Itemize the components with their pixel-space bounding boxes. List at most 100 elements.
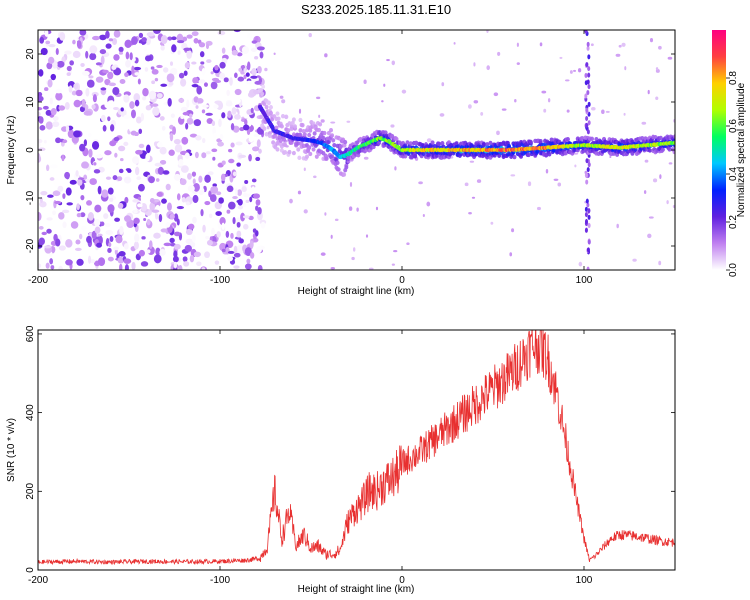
heatmap-cell	[54, 200, 62, 205]
heatmap-cell	[349, 181, 353, 187]
colorbar-tick-label: 0.4	[728, 167, 739, 181]
heatmap-cell	[65, 239, 73, 248]
heatmap-cell	[176, 205, 185, 210]
heatmap-cell	[186, 34, 193, 39]
heatmap-cell	[109, 140, 117, 147]
heatmap-cell	[76, 258, 84, 266]
heatmap-cell	[58, 105, 66, 111]
heatmap-cell	[162, 170, 170, 175]
heatmap-cell	[236, 230, 242, 238]
heatmap-cell	[559, 56, 563, 59]
heatmap-cell	[117, 202, 124, 209]
heatmap-cell	[653, 134, 658, 140]
heatmap-cell	[113, 106, 119, 111]
heatmap-cell	[270, 117, 275, 122]
colorbar-tick-label: 0.6	[728, 119, 739, 133]
colorbar-tick-label: 0.2	[728, 215, 739, 229]
heatmap-cell	[47, 56, 55, 64]
heatmap-cell	[95, 62, 102, 66]
heatmap-cell	[193, 38, 199, 44]
x-tick-label: -200	[28, 575, 48, 586]
heatmap-cell	[585, 122, 589, 128]
heatmap-cell	[71, 90, 77, 96]
heatmap-cell	[182, 256, 188, 262]
heatmap-cell	[230, 232, 234, 239]
heatmap-cell	[647, 233, 652, 239]
heatmap-cell	[279, 124, 284, 129]
heatmap-cell	[41, 231, 47, 236]
heatmap-cell	[244, 247, 252, 257]
heatmap-cell	[81, 90, 87, 99]
heatmap-cell	[228, 201, 236, 210]
heatmap-cell	[246, 80, 253, 85]
heatmap-cell	[195, 105, 199, 109]
heatmap-cell	[156, 191, 163, 197]
y-tick-label: 400	[25, 404, 36, 421]
heatmap-cell	[469, 143, 474, 148]
heatmap-cell	[38, 138, 43, 144]
heatmap-cell	[201, 109, 206, 114]
heatmap-cell	[467, 104, 472, 109]
colorbar-ticks: 0.0 0.2 0.4 0.6 0.8	[726, 71, 739, 277]
heatmap-cell	[214, 79, 222, 84]
heatmap-cell	[73, 99, 82, 108]
heatmap-cell	[192, 178, 196, 185]
heatmap-cell	[151, 103, 159, 107]
heatmap-cell	[99, 49, 107, 55]
heatmap-cell	[253, 193, 260, 199]
heatmap-cell	[131, 65, 135, 75]
heatmap-cell	[181, 136, 189, 145]
y-tick-label: 0	[25, 147, 36, 153]
heatmap-cell	[315, 96, 321, 100]
heatmap-cell	[160, 45, 165, 51]
heatmap-cell	[230, 123, 235, 131]
heatmap-cell	[156, 64, 163, 69]
heatmap-cell	[73, 83, 79, 90]
heatmap-cell	[191, 171, 197, 177]
heatmap-cell	[453, 41, 456, 45]
heatmap-cell	[623, 112, 626, 116]
heatmap-cell	[66, 202, 73, 206]
heatmap-cell	[206, 239, 213, 246]
heatmap-cell	[228, 158, 235, 164]
heatmap-cell	[178, 264, 183, 270]
heatmap-cell	[146, 249, 151, 254]
heatmap-cell	[100, 87, 107, 91]
heatmap-cell	[133, 217, 140, 225]
heatmap-cell	[98, 251, 104, 257]
heatmap-cell	[586, 202, 590, 208]
heatmap-cell	[58, 265, 63, 270]
heatmap-cell	[204, 251, 211, 259]
heatmap-cell	[241, 46, 250, 54]
heatmap-cell	[134, 233, 140, 243]
heatmap-cell	[202, 137, 206, 144]
heatmap-cell	[223, 77, 229, 83]
heatmap-cell	[198, 42, 206, 48]
heatmap-cell	[247, 33, 253, 39]
heatmap-cell	[274, 125, 279, 131]
heatmap-cell	[162, 67, 169, 73]
heatmap-cell	[344, 165, 349, 170]
heatmap-cell	[313, 175, 317, 179]
heatmap-cell	[88, 61, 92, 70]
heatmap-cell	[88, 75, 94, 79]
heatmap-cell	[486, 30, 489, 33]
heatmap-cell	[44, 87, 49, 91]
heatmap-cell	[38, 69, 44, 77]
heatmap-cell	[185, 122, 189, 130]
heatmap-cell	[38, 143, 42, 147]
heatmap-cell	[247, 61, 251, 71]
heatmap-cell	[187, 172, 192, 180]
heatmap-cell	[92, 94, 97, 103]
colorbar-tick-label: 0.8	[728, 71, 739, 85]
heatmap-cell	[216, 231, 221, 238]
heatmap-cell	[215, 191, 222, 196]
heatmap-cell	[166, 202, 172, 211]
heatmap-cell	[259, 87, 264, 93]
heatmap-cell	[78, 233, 83, 240]
heatmap-cell	[111, 65, 117, 70]
heatmap-cell	[169, 213, 175, 220]
heatmap-cell	[93, 169, 101, 174]
heatmap-cell	[584, 227, 588, 233]
